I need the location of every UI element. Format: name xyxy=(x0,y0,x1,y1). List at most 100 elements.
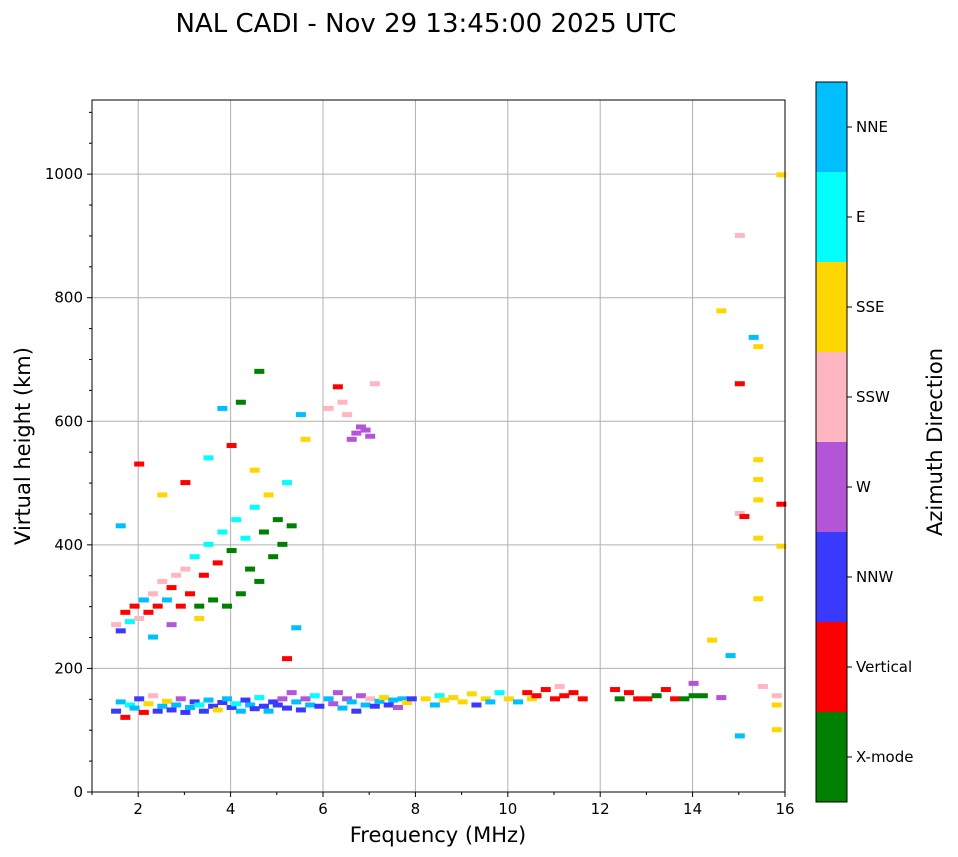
echo-point xyxy=(148,591,159,597)
echo-point xyxy=(540,687,551,693)
echo-point xyxy=(286,690,297,696)
colorbar-tick-label: E xyxy=(856,208,865,226)
echo-point xyxy=(212,707,223,713)
echo-point xyxy=(568,690,579,696)
colorbar-segment xyxy=(816,532,847,622)
x-tick-label: 8 xyxy=(411,800,421,818)
echo-point xyxy=(314,703,325,709)
echo-point xyxy=(203,697,214,703)
data-marks xyxy=(111,172,787,739)
echo-point xyxy=(466,691,477,697)
echo-point xyxy=(332,384,343,390)
echo-point xyxy=(753,457,764,463)
echo-point xyxy=(175,603,186,609)
echo-point xyxy=(707,637,718,643)
echo-point xyxy=(157,578,168,584)
echo-point xyxy=(610,687,621,693)
echo-point xyxy=(180,566,191,572)
echo-point xyxy=(471,702,482,708)
echo-point xyxy=(660,687,671,693)
echo-point xyxy=(208,703,219,709)
echo-point xyxy=(245,702,256,708)
echo-point xyxy=(559,693,570,699)
echo-point xyxy=(282,480,293,486)
echo-point xyxy=(697,693,708,699)
echo-point xyxy=(716,695,727,701)
echo-point xyxy=(480,696,491,702)
echo-point xyxy=(286,523,297,529)
echo-point xyxy=(143,701,154,707)
echo-point xyxy=(166,585,177,591)
echo-point xyxy=(148,634,159,640)
echo-point xyxy=(272,517,283,523)
echo-point xyxy=(771,727,782,733)
x-tick-label: 2 xyxy=(133,800,143,818)
echo-point xyxy=(550,696,560,702)
echo-point xyxy=(300,436,311,442)
echo-point xyxy=(369,381,380,387)
echo-point xyxy=(406,696,417,702)
echo-point xyxy=(776,543,787,549)
echo-point xyxy=(189,699,200,705)
echo-point xyxy=(291,699,302,705)
echo-point xyxy=(180,709,191,715)
colorbar-tick-label: W xyxy=(856,478,871,496)
echo-point xyxy=(143,609,154,615)
y-tick-label: 1000 xyxy=(45,165,83,183)
echo-point xyxy=(374,698,385,704)
echo-point xyxy=(753,535,764,541)
echo-point xyxy=(240,697,251,703)
plot-frame xyxy=(91,99,786,793)
echo-point xyxy=(115,699,126,705)
echo-point xyxy=(120,714,131,720)
echo-point xyxy=(439,697,450,703)
colorbar-segment xyxy=(816,82,847,172)
x-tick-label: 4 xyxy=(226,800,236,818)
echo-point xyxy=(734,381,745,387)
echo-point xyxy=(138,597,149,603)
echo-point xyxy=(235,399,246,405)
echo-point xyxy=(670,696,681,702)
echo-point xyxy=(503,696,514,702)
echo-point xyxy=(291,625,302,631)
echo-point xyxy=(355,693,366,699)
echo-point xyxy=(249,467,260,473)
echo-point xyxy=(111,622,122,628)
echo-point xyxy=(161,597,172,603)
echo-point xyxy=(194,603,205,609)
echo-point xyxy=(734,232,745,238)
echo-point xyxy=(734,510,745,516)
echo-point xyxy=(360,702,371,708)
colorbar-tick-label: SSW xyxy=(856,388,890,406)
echo-point xyxy=(226,548,237,554)
echo-point xyxy=(554,683,565,689)
echo-point xyxy=(434,693,445,699)
echo-point xyxy=(129,705,140,711)
echo-point xyxy=(282,705,293,711)
chart-title: NAL CADI - Nov 29 13:45:00 2025 UTC xyxy=(176,9,677,39)
echo-point xyxy=(448,695,459,701)
echo-point xyxy=(277,541,288,547)
echo-point xyxy=(134,696,145,702)
echo-point xyxy=(115,628,126,634)
echo-point xyxy=(429,702,440,708)
echo-point xyxy=(245,566,256,572)
echo-point xyxy=(346,436,357,442)
echo-point xyxy=(268,554,279,560)
echo-point xyxy=(217,529,228,535)
colorbar-tick-label: X-mode xyxy=(856,748,913,766)
colorbar-tick-label: Vertical xyxy=(856,658,912,676)
echo-point xyxy=(776,172,787,178)
echo-point xyxy=(388,697,399,703)
echo-point xyxy=(231,701,242,707)
echo-point xyxy=(134,461,145,467)
colorbar-tick-label: NNW xyxy=(856,568,893,586)
echo-point xyxy=(263,492,274,498)
echo-point xyxy=(651,693,662,699)
echo-point xyxy=(748,334,759,340)
echo-point xyxy=(189,554,200,560)
echo-point xyxy=(365,696,376,702)
colorbar: X-mode Vertical NNW W SSW SSE E NNE xyxy=(815,81,913,803)
echo-point xyxy=(175,696,186,702)
echo-point xyxy=(392,704,403,710)
